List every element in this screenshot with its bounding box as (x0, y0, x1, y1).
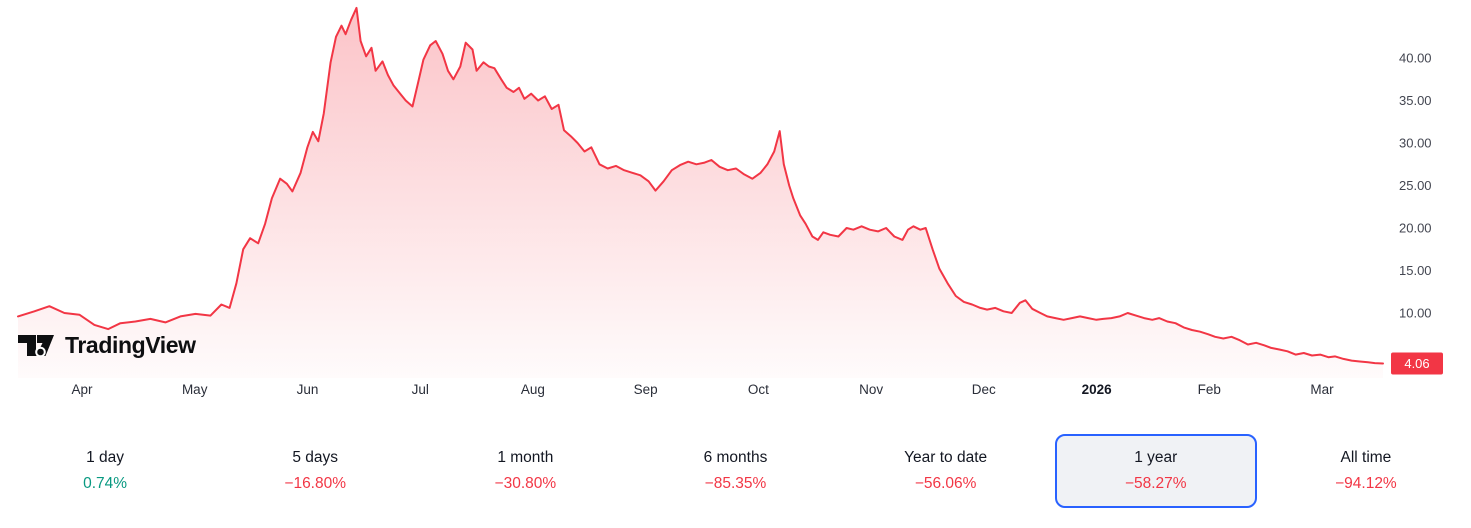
tradingview-logo[interactable]: TradingView (16, 329, 196, 361)
x-axis-label: Jul (412, 382, 429, 397)
range-cell: 5 days −16.80% (210, 420, 420, 522)
tradingview-logo-text: TradingView (65, 331, 196, 358)
y-axis-label: 25.00 (1399, 178, 1432, 193)
y-axis-label: 30.00 (1399, 136, 1432, 151)
range-selector: 1 day 0.74% 5 days −16.80% 1 month −30.80% 6 m… (0, 420, 1471, 522)
x-axis-label: May (182, 382, 208, 397)
x-axis-label: Dec (972, 382, 996, 397)
x-axis-label: Jun (297, 382, 319, 397)
price-area-fill (18, 7, 1383, 379)
y-axis-label: 35.00 (1399, 93, 1432, 108)
range-cell: 1 month −30.80% (420, 420, 630, 522)
x-axis-label: Sep (634, 382, 658, 397)
range-change: −16.80% (284, 475, 347, 492)
range-change: −30.80% (494, 475, 557, 492)
range-button-6-months[interactable]: 6 months −85.35% (634, 434, 836, 508)
y-axis-label: 40.00 (1399, 51, 1432, 66)
range-change: −58.27% (1124, 475, 1187, 492)
range-cell: 6 months −85.35% (630, 420, 840, 522)
range-label: 1 year (1134, 449, 1178, 466)
y-axis-price-scale[interactable]: 40.00 35.00 30.00 25.00 20.00 15.00 10.00 (1399, 51, 1432, 321)
range-button-1-day[interactable]: 1 day 0.74% (4, 434, 206, 508)
range-label: 5 days (292, 449, 339, 466)
price-chart[interactable]: 40.00 35.00 30.00 25.00 20.00 15.00 10.00 Apr M… (0, 0, 1471, 406)
x-axis-label: 2026 (1082, 382, 1113, 397)
price-line (17, 6, 1384, 365)
range-change: −94.12% (1335, 475, 1397, 492)
range-change: −85.35% (704, 475, 767, 492)
range-cell: 1 day 0.74% (0, 420, 210, 522)
x-axis-label: Mar (1310, 382, 1334, 397)
y-axis-label: 20.00 (1399, 221, 1432, 236)
last-price-badge: 4.06 (1391, 352, 1443, 375)
range-button-1-month[interactable]: 1 month −30.80% (424, 434, 626, 508)
range-cell: Year to date −56.06% (841, 420, 1051, 522)
x-axis-label: Oct (748, 382, 769, 397)
range-cell: 1 year −58.27% (1051, 420, 1261, 522)
y-axis-label: 10.00 (1399, 306, 1432, 321)
range-label: 6 months (703, 449, 768, 466)
last-price-label: 4.06 (1404, 356, 1429, 371)
range-button-1-year[interactable]: 1 year −58.27% (1054, 434, 1257, 508)
range-label: 1 month (497, 449, 554, 466)
x-axis-label: Nov (859, 382, 883, 397)
y-axis-label: 15.00 (1399, 263, 1432, 278)
x-axis-time-scale[interactable]: Apr May Jun Jul Aug Sep Oct Nov Dec 2026 Feb Mar (71, 382, 1334, 397)
range-change: −56.06% (914, 475, 977, 492)
x-axis-label: Feb (1198, 382, 1221, 397)
range-label: Year to date (904, 449, 988, 466)
x-axis-label: Aug (521, 382, 545, 397)
tradingview-logo-icon (18, 335, 54, 358)
range-button-year-to-date[interactable]: Year to date −56.06% (845, 434, 1047, 508)
range-button-5-days[interactable]: 5 days −16.80% (214, 434, 416, 508)
x-axis-label: Apr (71, 382, 93, 397)
range-change: 0.74% (83, 475, 128, 492)
range-label: 1 day (86, 449, 125, 466)
range-cell: All time −94.12% (1261, 420, 1471, 522)
range-button-all-time[interactable]: All time −94.12% (1265, 434, 1467, 508)
range-label: All time (1340, 449, 1392, 466)
